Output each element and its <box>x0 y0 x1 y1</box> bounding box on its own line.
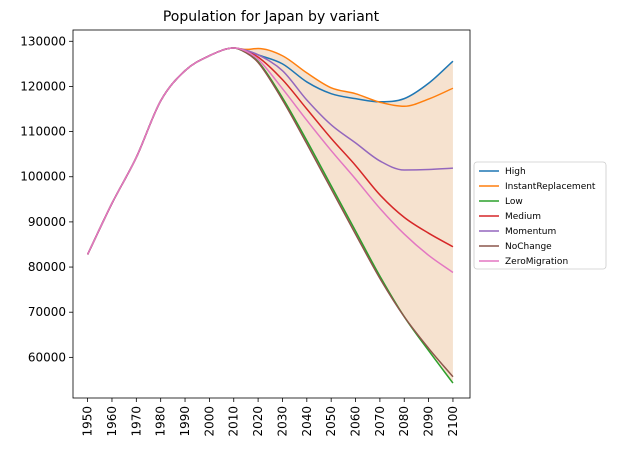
x-tick-label: 2060 <box>349 406 363 437</box>
legend-label: ZeroMigration <box>505 257 568 267</box>
y-tick-label: 90000 <box>28 215 66 229</box>
y-tick-label: 80000 <box>28 260 66 274</box>
x-tick-label: 2020 <box>251 406 265 437</box>
legend-label: NoChange <box>505 242 552 252</box>
x-tick-label: 1970 <box>129 406 143 437</box>
legend: High InstantReplacement Low Medium Momentum N… <box>473 161 607 270</box>
x-tick-label: 2070 <box>373 406 387 437</box>
x-tick-label: 1990 <box>178 406 192 437</box>
x-tick-label: 2050 <box>324 406 338 437</box>
x-axis: 1950 1960 1970 1980 1990 2000 2010 2020 2030 2040… <box>81 398 460 437</box>
series-line-zeromigration <box>86 47 454 274</box>
legend-label: Low <box>505 197 523 207</box>
x-tick-label: 2030 <box>275 406 289 437</box>
legend-label: High <box>505 167 526 177</box>
legend-label: InstantReplacement <box>505 182 596 192</box>
x-tick-label: 2090 <box>422 406 436 437</box>
y-tick-label: 130000 <box>20 34 66 48</box>
y-axis: 60000 70000 80000 90000 100000 110000 120000 13… <box>20 34 73 364</box>
x-tick-label: 2010 <box>227 406 241 437</box>
series-layer <box>86 47 454 384</box>
plot-area: 1950 1960 1970 1980 1990 2000 2010 2020 2030 2040… <box>20 29 471 437</box>
x-tick-label: 2000 <box>202 406 216 437</box>
x-tick-label: 1960 <box>105 406 119 437</box>
range-band <box>245 48 453 384</box>
chart-title: Population for Japan by variant <box>163 9 380 25</box>
y-tick-label: 100000 <box>20 170 66 184</box>
y-tick-label: 70000 <box>28 305 66 319</box>
axes-frame <box>72 29 471 399</box>
x-tick-label: 1950 <box>81 406 95 437</box>
x-tick-label: 2040 <box>300 406 314 437</box>
x-tick-label: 2080 <box>397 406 411 437</box>
y-tick-label: 120000 <box>20 79 66 93</box>
y-tick-label: 110000 <box>20 125 66 139</box>
y-tick-label: 60000 <box>28 350 66 364</box>
legend-frame <box>473 161 607 270</box>
x-tick-label: 2100 <box>446 406 460 437</box>
legend-label: Medium <box>505 212 541 222</box>
x-tick-label: 1980 <box>154 406 168 437</box>
range-band-layer <box>245 48 453 384</box>
legend-label: Momentum <box>505 227 556 237</box>
